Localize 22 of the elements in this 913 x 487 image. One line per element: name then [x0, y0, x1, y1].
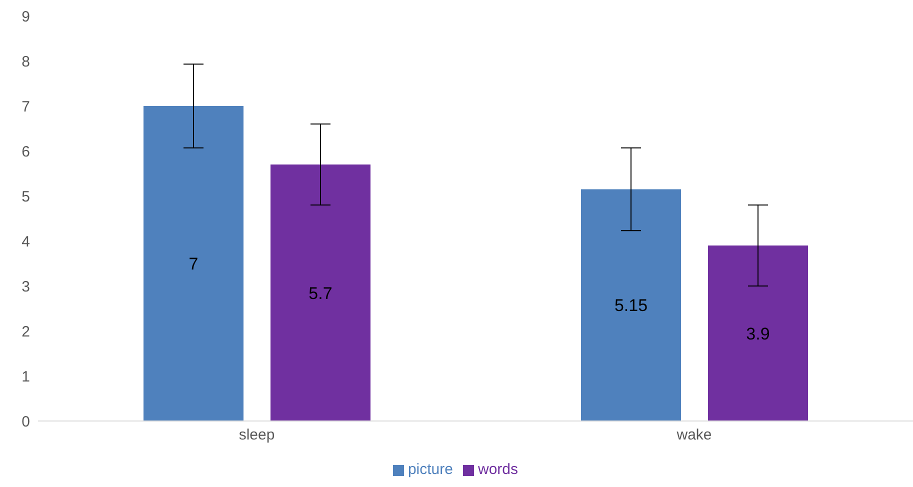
- y-tick-label: 9: [22, 8, 30, 26]
- y-tick-label: 4: [22, 233, 30, 250]
- bar: [708, 246, 808, 421]
- y-tick-label: 1: [22, 368, 30, 386]
- legend-label: picture: [408, 461, 453, 478]
- y-tick-label: 0: [22, 413, 30, 430]
- x-tick-label: wake: [676, 426, 712, 444]
- y-tick-label: 3: [22, 278, 30, 296]
- data-label: 3.9: [746, 324, 770, 344]
- y-tick-label: 7: [22, 98, 30, 116]
- data-label: 5.15: [614, 296, 648, 316]
- data-label: 5.7: [308, 284, 332, 303]
- y-tick-label: 6: [22, 143, 30, 160]
- y-tick-label: 2: [22, 323, 30, 340]
- data-label: 7: [188, 254, 198, 274]
- bar: [581, 189, 681, 421]
- y-tick-label: 5: [22, 188, 30, 206]
- legend-label: words: [478, 461, 518, 478]
- y-tick-label: 8: [22, 53, 30, 70]
- x-tick-label: sleep: [238, 426, 275, 444]
- bar: [270, 164, 370, 421]
- bar: [144, 106, 244, 421]
